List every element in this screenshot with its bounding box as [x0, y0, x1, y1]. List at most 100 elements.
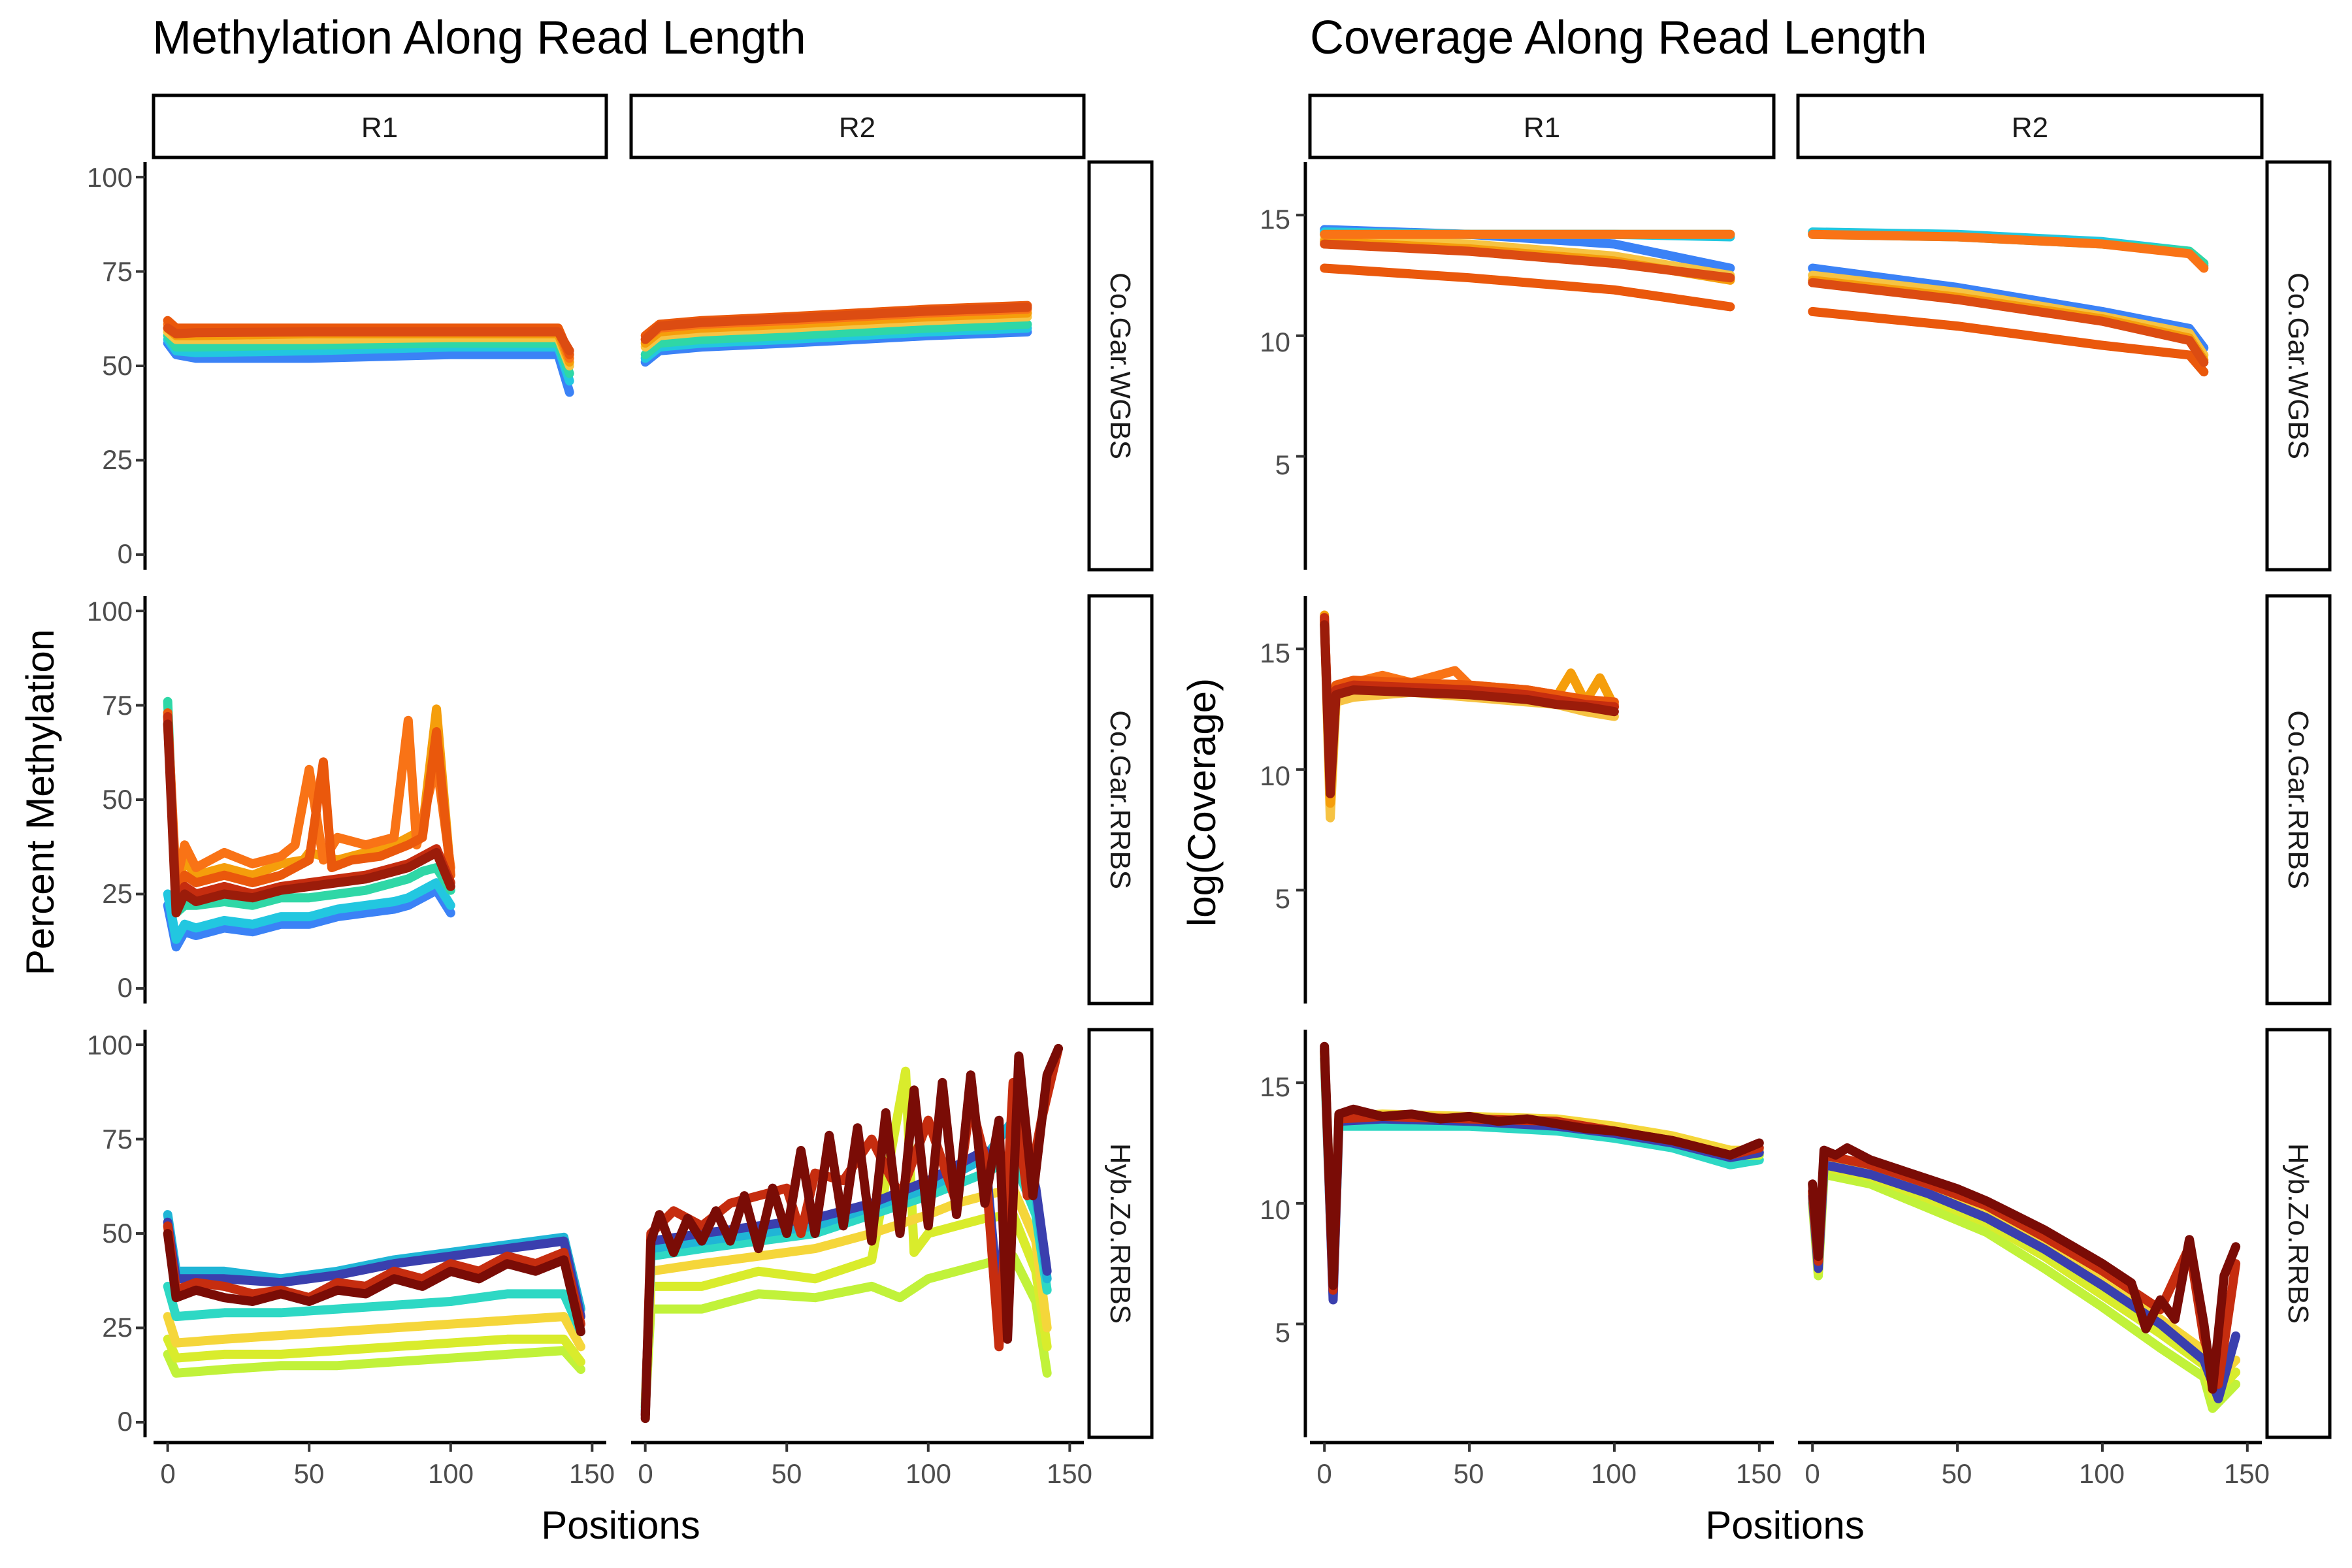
x-tick-label: 0 — [1805, 1458, 1820, 1489]
axes-layer — [136, 162, 2262, 1452]
x-tick-label: 100 — [2079, 1458, 2125, 1489]
facet-hyb-zo-rrbs-r2 — [640, 1043, 1063, 1424]
series-line — [163, 1312, 585, 1352]
series-line — [163, 1334, 585, 1367]
strip-co-gar-rrbs — [2265, 594, 2332, 1005]
series-line — [1320, 263, 1735, 312]
strip-co-gar-rrbs-label: Co.Gar.RRBS — [2282, 710, 2314, 889]
methylation-x-label: Positions — [541, 1503, 700, 1547]
y-ticks-row-1: 0 25 50 75 100 — [87, 162, 133, 569]
strip-r1-label: R1 — [361, 112, 398, 144]
strip-co-gar-rrbs — [1087, 594, 1154, 1005]
x-tick-label: 150 — [2224, 1458, 2270, 1489]
series-line — [163, 323, 574, 355]
strip-co-gar-wgbs — [2265, 160, 2332, 572]
series-line — [163, 708, 455, 903]
x-ticks-r2: 0 50 100 150 — [1805, 1458, 2270, 1489]
x-tick-label: 50 — [1454, 1458, 1484, 1489]
series-line — [163, 1346, 585, 1378]
y-tick-label: 5 — [1275, 449, 1290, 480]
series-line — [1320, 1041, 1764, 1290]
series-line — [163, 878, 455, 944]
facet-hyb-zo-rrbs-r2 — [1808, 1143, 2241, 1413]
series-layer — [163, 225, 2241, 1424]
y-tick-label: 15 — [1260, 638, 1290, 668]
x-tick-label: 50 — [772, 1458, 802, 1489]
series-line — [163, 696, 455, 918]
coverage-plot: Coverage Along Read Length Positions log… — [1180, 12, 2332, 1547]
strip-r1 — [152, 93, 608, 159]
strip-co-gar-wgbs-label: Co.Gar.WGBS — [1104, 272, 1136, 459]
y-tick-label: 10 — [1260, 760, 1290, 791]
strip-r2-label: R2 — [839, 112, 875, 144]
y-tick-label: 75 — [102, 1124, 133, 1154]
strip-r2-label: R2 — [2012, 112, 2048, 144]
y-ticks-row-3: 0 25 50 75 100 — [87, 1030, 133, 1437]
facet-co-gar-wgbs-r2 — [1808, 227, 2209, 377]
y-ticks-row-3: 5 10 15 — [1260, 1071, 1290, 1348]
series-line — [163, 1229, 585, 1337]
x-tick-label: 50 — [294, 1458, 325, 1489]
y-tick-label: 15 — [1260, 1071, 1290, 1102]
strip-hyb-zo-rrbs — [1087, 1028, 1154, 1439]
y-tick-label: 25 — [102, 878, 133, 909]
y-tick-label: 0 — [118, 538, 133, 569]
series-line — [1808, 1143, 2241, 1394]
series-line — [640, 319, 1032, 359]
y-tick-label: 0 — [118, 972, 133, 1003]
y-tick-label: 10 — [1260, 327, 1290, 357]
y-ticks-row-2: 5 10 15 — [1260, 638, 1290, 914]
y-ticks-row-1: 5 10 15 — [1260, 204, 1290, 480]
y-tick-label: 50 — [102, 1218, 133, 1249]
y-tick-label: 100 — [87, 596, 133, 627]
y-tick-label: 15 — [1260, 204, 1290, 235]
coverage-x-label: Positions — [1705, 1503, 1864, 1547]
methylation-y-label: Percent Methylation — [18, 629, 62, 975]
x-ticks-r1: 0 50 100 150 — [1316, 1458, 1782, 1489]
x-ticks-r2: 0 50 100 150 — [638, 1458, 1092, 1489]
methylation-title: Methylation Along Read Length — [152, 12, 806, 64]
y-tick-label: 25 — [102, 1312, 133, 1343]
strip-hyb-zo-rrbs — [2265, 1028, 2332, 1439]
strip-r1-label: R1 — [1524, 112, 1560, 144]
series-line — [1320, 239, 1735, 283]
y-ticks-row-2: 0 25 50 75 100 — [87, 596, 133, 1003]
y-tick-label: 25 — [102, 444, 133, 475]
facet-co-gar-rrbs-r1 — [163, 696, 455, 952]
series-line — [163, 711, 455, 888]
y-tick-label: 75 — [102, 690, 133, 721]
x-tick-label: 150 — [1736, 1458, 1782, 1489]
strip-co-gar-wgbs-label: Co.Gar.WGBS — [2282, 272, 2314, 459]
series-line — [163, 885, 455, 952]
series-line — [640, 1043, 1063, 1424]
facet-co-gar-wgbs-r1 — [163, 316, 574, 397]
y-tick-label: 0 — [118, 1406, 133, 1437]
coverage-y-label: log(Coverage) — [1180, 678, 1224, 926]
facet-co-gar-wgbs-r2 — [640, 301, 1032, 367]
series-line — [1320, 620, 1619, 798]
x-tick-label: 0 — [638, 1458, 653, 1489]
strip-co-gar-wgbs — [1087, 160, 1154, 572]
series-line — [1808, 229, 2209, 273]
facet-hyb-zo-rrbs-r1 — [163, 1210, 585, 1378]
methylation-plot: Methylation Along Read Length Positions … — [18, 12, 1154, 1547]
strip-hyb-zo-rrbs-label: Hyb.Zo.RRBS — [1104, 1143, 1136, 1324]
facet-co-gar-rrbs-r1 — [1320, 610, 1619, 823]
strip-r2 — [629, 93, 1086, 159]
x-tick-label: 0 — [160, 1458, 175, 1489]
strip-r2 — [1796, 93, 2264, 159]
facet-hyb-zo-rrbs-r1 — [1320, 1041, 1764, 1305]
strip-hyb-zo-rrbs-label: Hyb.Zo.RRBS — [2282, 1143, 2314, 1324]
coverage-title: Coverage Along Read Length — [1310, 12, 1927, 64]
series-line — [163, 1221, 585, 1329]
y-tick-label: 50 — [102, 350, 133, 381]
x-tick-label: 50 — [1942, 1458, 1972, 1489]
series-line — [1808, 306, 2209, 377]
y-tick-label: 5 — [1275, 883, 1290, 914]
x-tick-label: 100 — [906, 1458, 951, 1489]
x-ticks-r1: 0 50 100 150 — [160, 1458, 615, 1489]
x-tick-label: 100 — [1591, 1458, 1637, 1489]
facet-co-gar-wgbs-r1 — [1320, 225, 1735, 312]
y-tick-label: 100 — [87, 162, 133, 193]
